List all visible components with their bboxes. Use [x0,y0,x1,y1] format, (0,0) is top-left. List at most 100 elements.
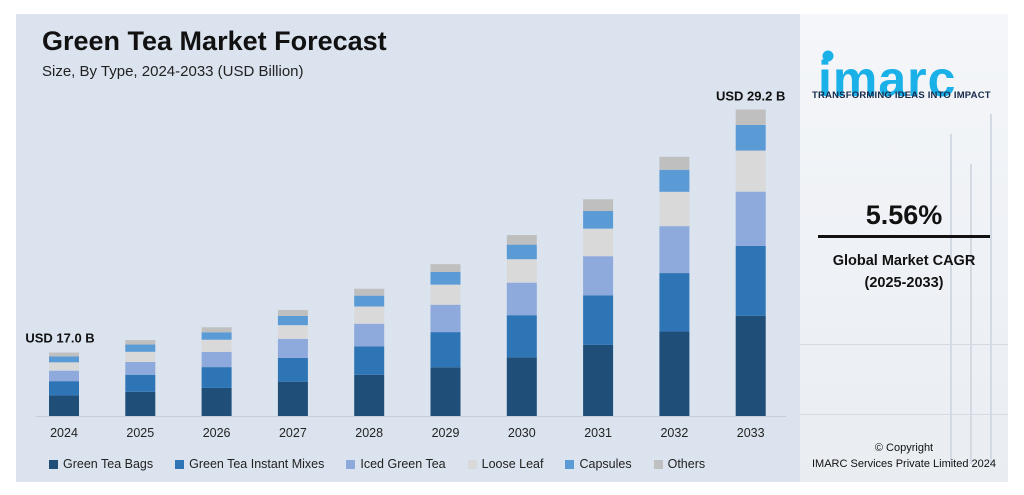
x-tick-label: 2032 [660,426,688,440]
legend-item: Capsules [565,457,632,471]
bar-segment [277,325,308,339]
bar-segment [506,235,537,245]
decorative-line [970,164,972,464]
bar-segment [49,352,79,357]
x-tick-label: 2029 [432,426,460,440]
bar-segment [201,367,232,388]
bar-segment [659,156,690,170]
logo-text: imarc [818,51,956,104]
x-tick-label: 2030 [508,426,536,440]
logo-dot [822,50,834,62]
bar-segment [354,323,385,347]
decorative-line [990,114,992,464]
bar-segment [49,381,79,396]
data-label: USD 29.2 B [716,89,785,104]
bar-segment [430,284,461,305]
bar-segment [201,332,232,340]
cagr-divider [818,235,990,238]
bar-segment [277,357,308,382]
bar-segment [735,109,766,125]
legend-swatch [565,459,575,469]
bar-segment [49,356,79,363]
cagr-label-line2: (2025-2033) [864,275,944,291]
x-tick-label: 2027 [279,426,307,440]
x-tick-label: 2026 [203,426,231,440]
bar-segment [49,362,79,371]
bar-segment [201,387,232,416]
bar-segment [49,370,79,382]
bar-segment [354,346,385,375]
imarc-logo: imarc [818,50,956,104]
bar-segment [583,211,614,229]
legend-swatch [175,459,185,469]
bar-segment [735,191,766,246]
legend-item: Green Tea Bags [49,457,153,471]
bar-segment [49,395,79,416]
bar-segment [583,344,614,416]
bar-segment [583,295,614,345]
bar-segment [125,351,156,362]
cagr-label-line1: Global Market CAGR [832,253,976,269]
bar-segment [277,310,308,316]
bar-segment [659,273,690,332]
legend-label: Iced Green Tea [360,457,446,471]
decorative-line [950,134,952,464]
legend-item: Green Tea Instant Mixes [175,457,324,471]
bar-segment [430,367,461,416]
decorative-line [800,344,1008,345]
bar-segment [506,259,537,283]
legend-label: Green Tea Instant Mixes [189,457,325,471]
legend-swatch [653,459,663,469]
bar-segment [430,264,461,272]
legend-item: Others [653,457,706,471]
bar-segment [430,272,461,285]
legend-label: Capsules [579,457,632,471]
bar-segment [430,304,461,333]
brand-tagline: TRANSFORMING IDEAS INTO IMPACT [812,90,991,101]
bar-segment [430,332,461,368]
bar-segment [506,357,537,416]
brand-panel: imarc TRANSFORMING IDEAS INTO IMPACT 5.5… [800,14,1008,482]
legend-swatch [346,459,356,469]
chart-title: Green Tea Market Forecast [42,26,387,56]
legend-swatch [49,459,58,469]
bar-segment [659,331,690,416]
bar-segment [506,244,537,260]
legend-label: Others [667,457,706,471]
bar-segment [277,315,308,326]
bar-segment [506,282,537,316]
copyright-line2: IMARC Services Private Limited 2024 [811,458,996,470]
x-tick-label: 2024 [50,426,78,440]
bar-segment [735,150,766,192]
bar-segment [659,191,690,227]
legend-label: Green Tea Bags [63,457,154,471]
copyright-line1: © Copyright [874,442,934,454]
bar-segment [659,226,690,274]
bar-segment [735,315,766,416]
bar-segment [201,327,232,333]
x-tick-label: 2025 [126,426,154,440]
bar-segment [125,374,156,392]
data-label: USD 17.0 B [25,331,94,346]
bar-segment [201,339,232,352]
bar-segment [354,295,385,307]
legend-item: Iced Green Tea [346,457,446,471]
cagr-value: 5.56% [865,200,943,230]
x-tick-label: 2031 [584,426,612,440]
legend-swatch [467,459,477,469]
bar-segment [125,361,156,375]
bar-segment [583,256,614,296]
bar-segment [583,199,614,212]
bar-segment [659,169,690,192]
bar-segment [201,351,232,368]
copyright: © Copyright IMARC Services Private Limit… [800,440,1008,472]
bar-segment [354,374,385,416]
legend-label: Loose Leaf [481,457,544,471]
bar-segment [506,315,537,358]
bar-segment [125,391,156,416]
decorative-line [800,414,1008,415]
bar-segment [277,381,308,416]
legend-item: Loose Leaf [467,457,544,471]
bar-segment [125,344,156,352]
bar-segment [735,124,766,151]
